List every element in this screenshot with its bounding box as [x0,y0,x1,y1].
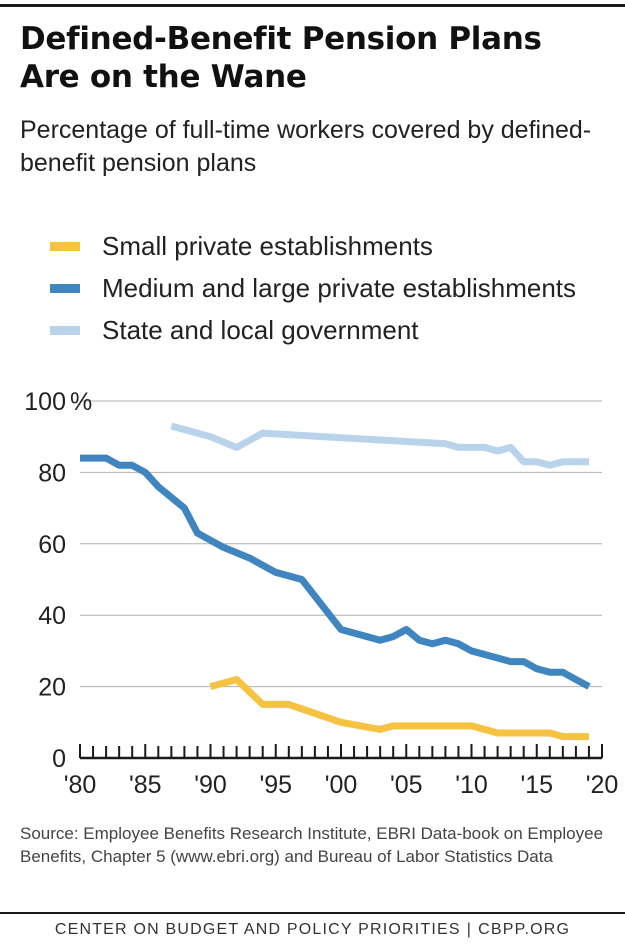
y-tick-label-100: 100 [24,388,66,416]
source-note: Source: Employee Benefits Research Insti… [20,824,604,866]
footer-org: CENTER ON BUDGET AND POLICY PRIORITIES [54,921,461,938]
footer-separator: | [466,921,473,938]
series-line-state-and-local-government [170,422,589,469]
x-tick-label-2010: '10 [455,771,488,799]
x-tick-label-2000: '00 [325,771,358,799]
chart-title: Defined-Benefit Pension Plans Are on the… [20,21,542,95]
line-chart: 0 20 40 60 80 100 % '80 '85 '90 '95 '00 '05 '10 '15 '20 [24,388,619,799]
y-tick-label-0: 0 [52,745,66,773]
chart-subtitle: Percentage of full-time workers covered … [20,116,592,177]
series-line-medium-and-large-private-establishments [80,454,591,690]
y-tick-label-60: 60 [38,531,66,559]
x-tick-label-2015: '15 [520,771,553,799]
legend-label-small-private: Small private establishments [102,231,433,261]
legend-swatch-small-private [50,242,80,251]
bottom-rule [0,912,625,914]
y-tick-label-40: 40 [38,602,66,630]
x-tick-label-1980: '80 [64,771,97,799]
footer: CENTER ON BUDGET AND POLICY PRIORITIES | C… [0,921,625,939]
x-tick-label-2005: '05 [390,771,423,799]
series-line-small-private-establishments [209,676,589,741]
legend-swatch-medium-large-private [50,284,80,293]
y-tick-label-20: 20 [38,674,66,702]
x-tick-label-1995: '95 [259,771,292,799]
legend-label-medium-large-private: Medium and large private establishments [102,273,577,303]
legend-swatch-state-local [50,326,80,335]
top-rule [0,4,625,7]
footer-site: CBPP.ORG [478,921,571,938]
y-tick-label-80: 80 [38,459,66,487]
legend-label-state-local: State and local government [102,315,419,345]
x-tick-label-2020: '20 [586,771,619,799]
x-tick-label-1990: '90 [194,771,227,799]
y-unit-label: % [70,388,92,416]
x-tick-label-1985: '85 [129,771,162,799]
